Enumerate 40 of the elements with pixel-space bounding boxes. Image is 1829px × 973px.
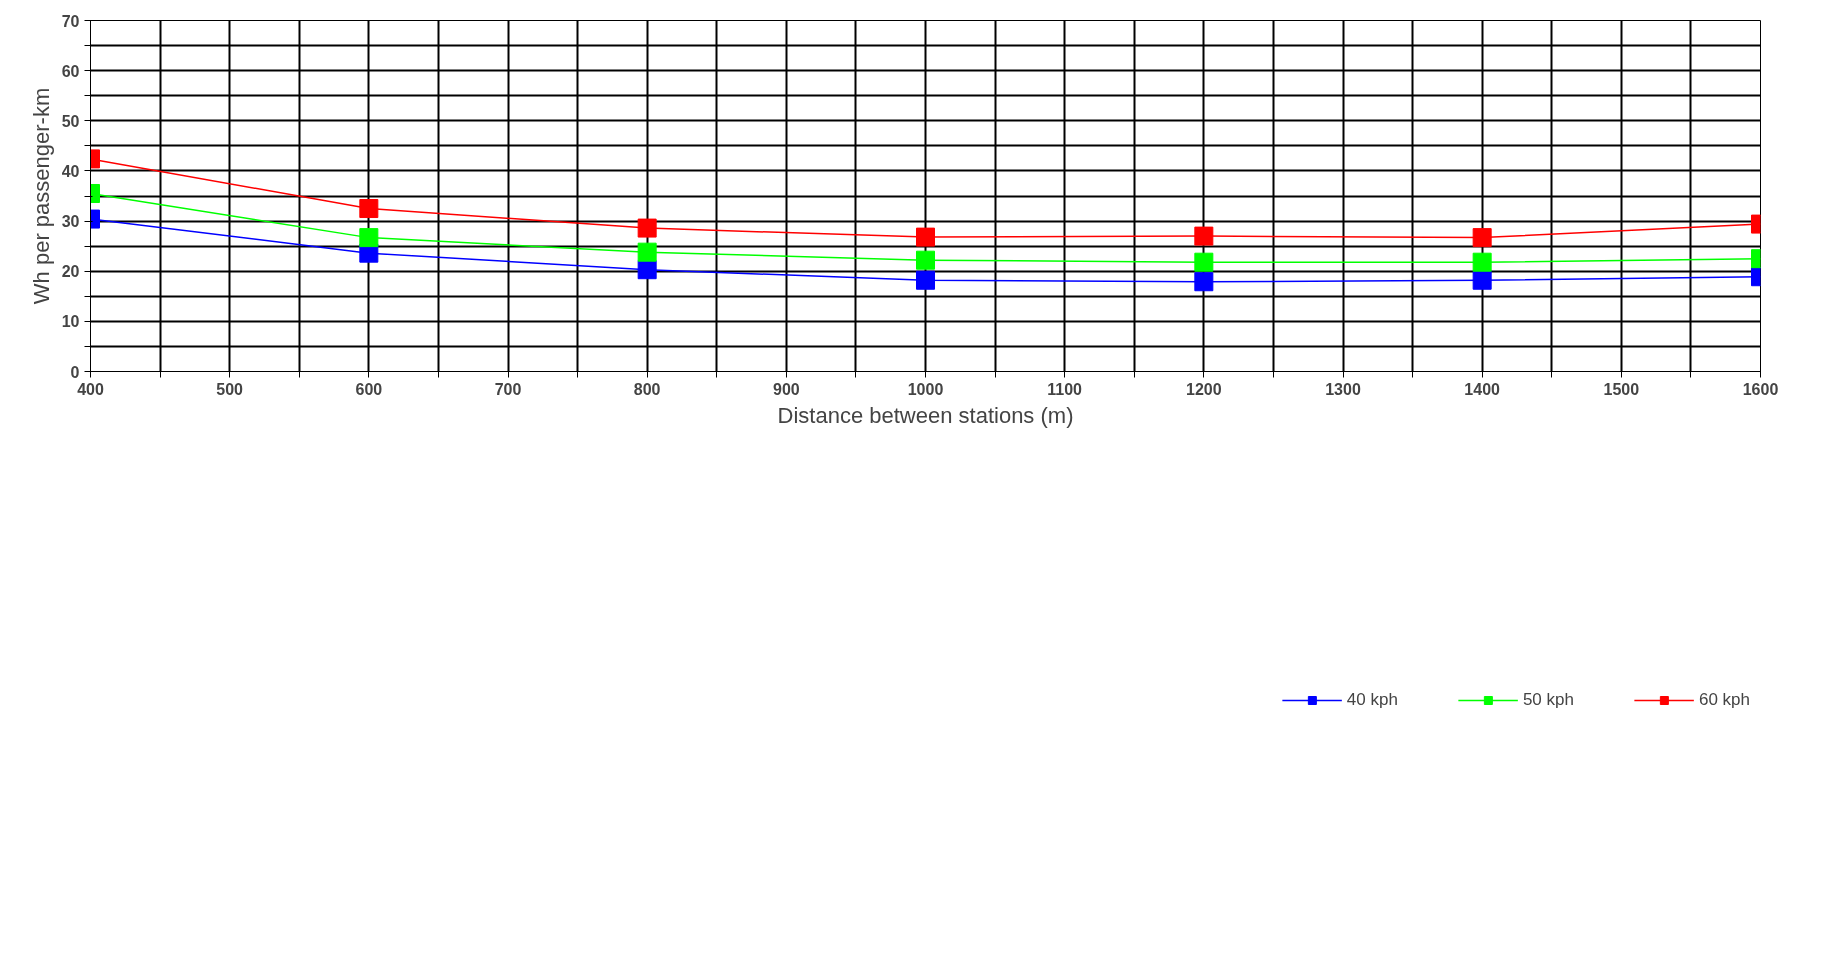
legend-label: 50 kph <box>1522 690 1574 710</box>
point <box>916 250 935 270</box>
x-tick-label: 1000 <box>907 380 944 398</box>
y-tick-label: 60 <box>61 62 80 80</box>
x-tick-label: 1500 <box>1603 380 1640 398</box>
point <box>1194 226 1214 246</box>
y-tick-label: 50 <box>61 112 80 130</box>
legend-label: 60 kph <box>1698 690 1750 710</box>
point <box>916 270 935 290</box>
point <box>1472 270 1492 290</box>
point <box>637 218 657 238</box>
x-tick-label: 1300 <box>1325 380 1361 398</box>
point <box>916 227 935 247</box>
x-tick-label: 400 <box>77 380 104 398</box>
point <box>637 260 657 280</box>
x-tick-label: 1400 <box>1464 380 1501 398</box>
point <box>359 228 379 248</box>
x-tick-label: 1200 <box>1186 380 1222 398</box>
y-tick-label: 30 <box>61 213 80 231</box>
point <box>1472 252 1492 272</box>
x-tick-label: 700 <box>494 380 522 398</box>
point <box>637 242 657 262</box>
y-tick-label: 40 <box>61 162 80 180</box>
y-tick-label: 0 <box>70 363 80 381</box>
legend-label: 40 kph <box>1346 690 1398 710</box>
x-tick-label: 1600 <box>1742 380 1779 398</box>
point <box>1472 228 1492 248</box>
x-tick-label: 900 <box>772 380 800 398</box>
point <box>1194 272 1214 292</box>
x-tick-label: 1100 <box>1047 380 1083 398</box>
y-tick-label: 20 <box>61 263 80 281</box>
x-tick-label: 800 <box>633 380 661 398</box>
x-tick-label: 500 <box>216 380 244 398</box>
y-tick-label: 10 <box>61 313 80 331</box>
x-axis-title: Distance between stations (m) <box>777 402 1074 428</box>
y-axis-title: Wh per passenger-km <box>28 87 54 305</box>
y-tick-label: 70 <box>61 12 80 30</box>
point <box>1194 252 1214 272</box>
x-tick-label: 600 <box>355 380 383 398</box>
point <box>359 199 379 219</box>
